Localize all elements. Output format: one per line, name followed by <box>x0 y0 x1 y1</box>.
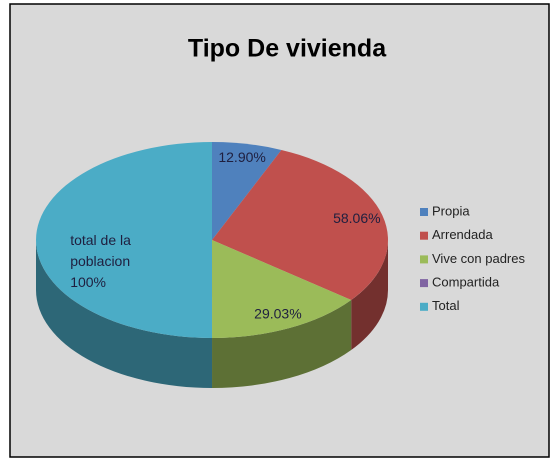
pie-slice <box>36 142 213 338</box>
legend-label: Arrendada <box>432 227 493 242</box>
data-label: total de la poblacion 100% <box>70 232 131 290</box>
legend-swatch <box>420 231 428 240</box>
pie-slice <box>212 142 282 240</box>
data-label: 12.90% <box>218 149 265 165</box>
legend-label: Total <box>432 298 460 313</box>
legend-swatch <box>420 208 428 216</box>
legend-label: Vive con padres <box>432 251 525 266</box>
pie-side <box>351 240 388 350</box>
legend-label: Propia <box>432 203 470 218</box>
chart-title: Tipo De vivienda <box>188 35 387 63</box>
pie-side <box>36 240 213 388</box>
legend-swatch <box>420 255 428 264</box>
legend-label: Compartida <box>432 275 500 290</box>
legend-swatch <box>420 279 428 288</box>
data-label: 29.03% <box>254 305 301 321</box>
pie-slice <box>212 240 352 338</box>
legend-swatch <box>420 302 428 311</box>
data-label: total de la poblacion 100% <box>70 232 131 290</box>
pie-side <box>212 299 352 388</box>
data-label: 58.06% <box>333 210 380 226</box>
pie-slice <box>212 149 388 300</box>
